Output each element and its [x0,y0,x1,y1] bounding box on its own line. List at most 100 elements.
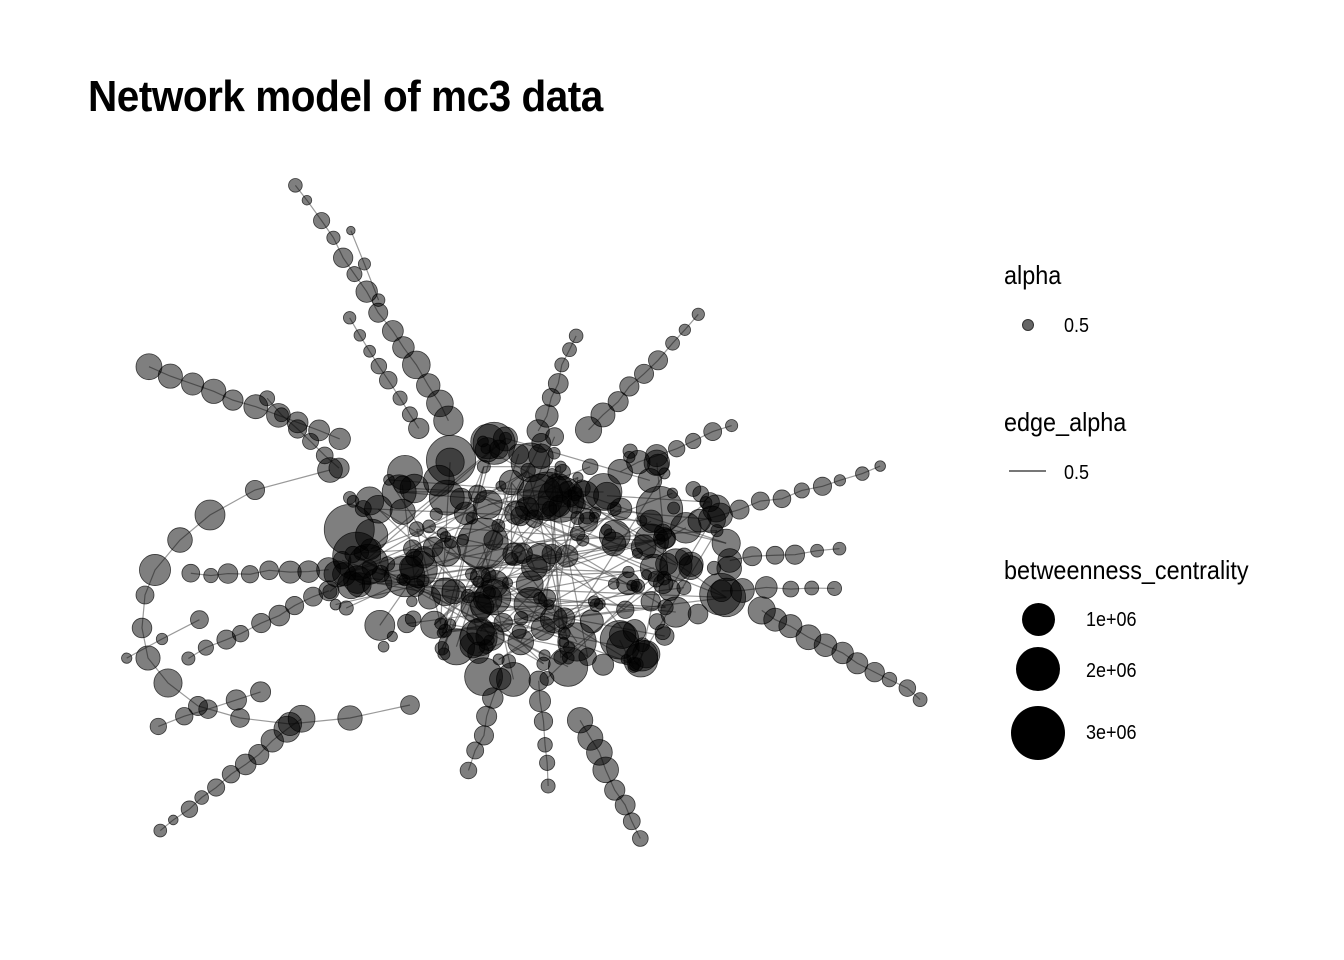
node [545,427,564,447]
node [467,641,490,664]
node [648,350,669,371]
node [301,194,313,206]
node [408,417,430,439]
node [529,690,551,713]
node [570,480,600,510]
node [274,407,289,423]
node [433,405,464,436]
node [691,307,705,321]
node [190,610,209,630]
node [231,625,250,643]
node [592,653,615,676]
node [248,744,270,766]
node [429,507,443,521]
node [377,640,390,653]
node [622,443,638,459]
node [699,572,742,616]
node [359,538,382,560]
node [408,521,425,537]
node [772,489,792,509]
node [456,533,469,546]
node [810,543,824,558]
node [670,512,702,544]
node [437,647,451,661]
node [632,830,649,847]
node [601,531,627,557]
node [827,580,842,596]
node [357,257,371,271]
node [675,547,694,566]
legend-size-label-2: 2e+06 [1086,660,1137,682]
node [436,527,449,539]
node [539,671,555,686]
node [643,449,671,476]
node [793,482,810,499]
node [188,696,208,716]
node [619,376,640,397]
node [382,320,404,342]
legend-edge-alpha-key [1009,470,1046,472]
node [525,542,557,574]
node [795,624,822,651]
node [221,765,241,784]
legend-size-key-3 [1011,706,1065,760]
node [622,565,635,579]
node [874,460,886,472]
node [326,230,341,245]
node [277,711,303,737]
node [522,471,572,521]
node [898,679,917,697]
node [554,460,567,473]
node [167,814,179,826]
node [588,511,600,523]
node [406,577,425,597]
node [755,576,778,599]
node [537,737,553,753]
node [222,389,244,411]
node [251,613,272,634]
node [510,505,531,527]
node [285,596,305,616]
node [181,372,205,396]
node [157,363,183,389]
node [640,591,661,612]
legend-size-label-3: 3e+06 [1086,722,1137,744]
node [406,595,418,608]
node [167,527,193,553]
node [765,545,785,565]
node [346,266,363,283]
legend-alpha-key [1022,319,1034,331]
node [346,225,356,236]
node [855,466,870,481]
node [747,596,776,625]
node [698,505,726,534]
node [153,668,183,698]
node [864,661,885,683]
node [250,681,272,703]
legend-edge-alpha-title: edge_alpha [1004,407,1127,437]
node [687,603,709,625]
node [401,406,418,423]
node [431,537,461,567]
node [363,344,376,358]
node [711,528,741,558]
node [153,823,168,838]
node [386,631,398,643]
node [194,499,226,531]
node [630,578,646,594]
node [135,645,161,671]
node [784,544,806,565]
node [297,560,320,583]
node [431,577,460,607]
legend-betweenness-title: betweenness_centrality [1004,555,1249,585]
node [631,547,643,559]
node [466,741,485,760]
node [121,652,133,664]
node [288,419,308,439]
node [379,370,398,390]
node [473,725,494,746]
node [502,542,526,566]
node [569,525,586,542]
node [207,778,226,797]
